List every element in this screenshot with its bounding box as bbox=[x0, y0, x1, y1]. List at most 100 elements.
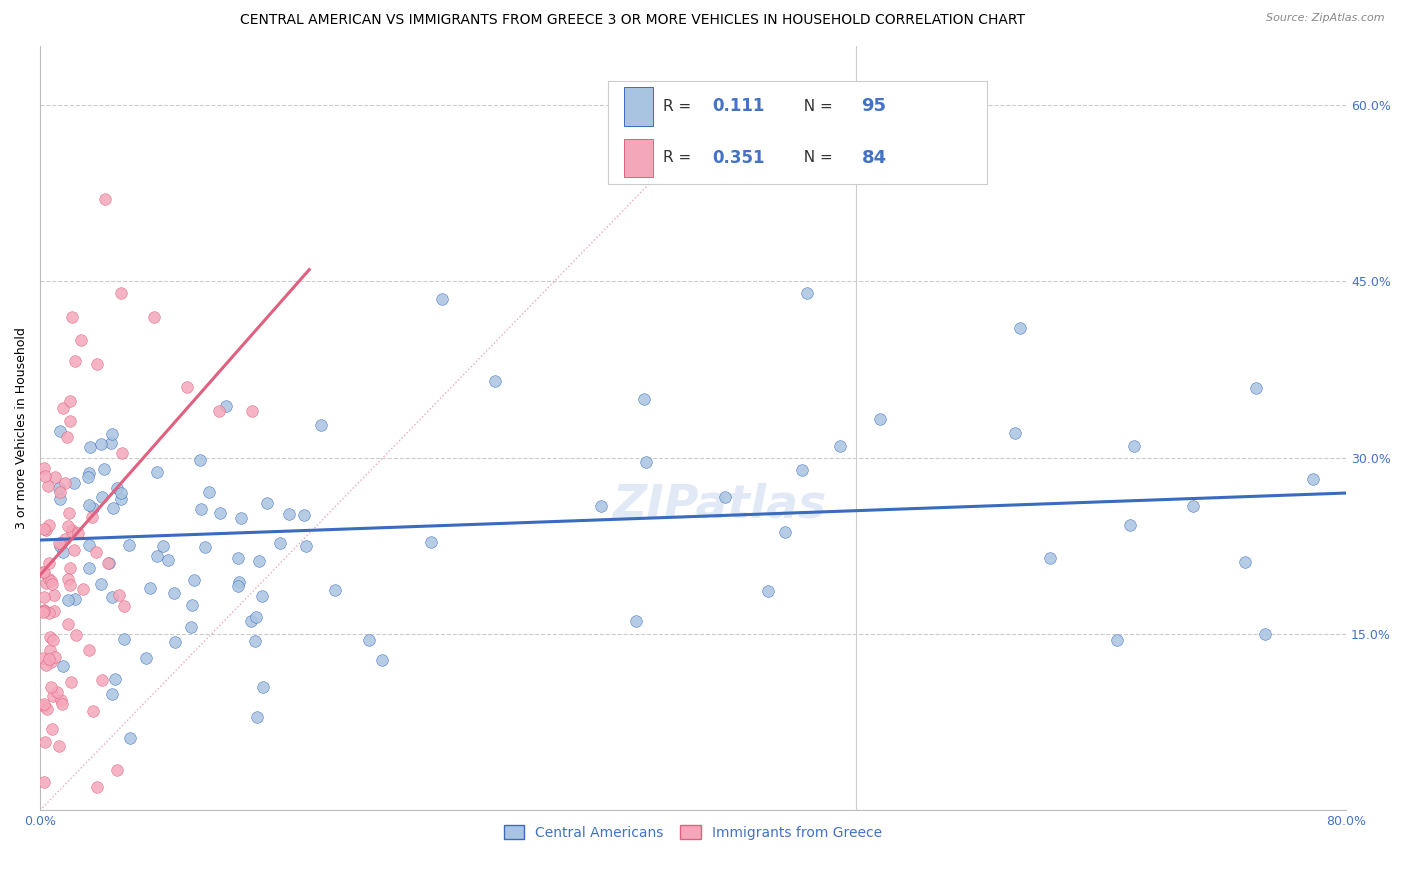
Point bbox=[228, 551, 250, 566]
Point bbox=[1004, 425, 1026, 440]
Point bbox=[53, 532, 76, 546]
Point bbox=[250, 589, 273, 603]
Bar bbox=[609, 80, 987, 184]
Point bbox=[135, 650, 157, 665]
Point bbox=[32, 565, 55, 579]
Point bbox=[38, 518, 60, 533]
Point bbox=[245, 610, 267, 624]
Text: N =: N = bbox=[793, 151, 837, 166]
Point bbox=[59, 578, 82, 592]
Point bbox=[77, 498, 100, 512]
Point bbox=[48, 739, 70, 754]
Point bbox=[252, 681, 274, 695]
Point bbox=[77, 561, 100, 575]
Point bbox=[228, 574, 250, 589]
Text: 84: 84 bbox=[862, 149, 887, 167]
Point bbox=[58, 572, 80, 586]
Point bbox=[1302, 472, 1324, 486]
Point bbox=[194, 540, 217, 554]
Point bbox=[60, 523, 83, 537]
Point bbox=[157, 553, 180, 567]
Text: 95: 95 bbox=[862, 97, 887, 115]
Legend: Central Americans, Immigrants from Greece: Central Americans, Immigrants from Greec… bbox=[498, 820, 889, 846]
Point bbox=[183, 573, 205, 587]
Point bbox=[58, 506, 80, 520]
Point bbox=[41, 576, 63, 591]
Point bbox=[51, 697, 73, 711]
Point bbox=[295, 539, 318, 553]
Point bbox=[35, 658, 58, 673]
Point bbox=[1182, 500, 1205, 514]
Point bbox=[60, 675, 83, 690]
Point bbox=[1246, 381, 1268, 395]
Point bbox=[430, 292, 453, 306]
Point bbox=[79, 440, 101, 454]
Point bbox=[52, 659, 75, 673]
Point bbox=[32, 603, 55, 617]
Point bbox=[229, 510, 252, 524]
Point bbox=[110, 486, 132, 500]
Point bbox=[146, 466, 169, 480]
Point bbox=[323, 582, 346, 597]
Point bbox=[39, 656, 62, 670]
Point bbox=[32, 698, 55, 712]
Point bbox=[198, 485, 221, 500]
Point bbox=[589, 500, 612, 514]
Point bbox=[176, 380, 198, 394]
Point bbox=[111, 446, 134, 460]
Point bbox=[240, 403, 263, 417]
Point bbox=[93, 461, 115, 475]
Point bbox=[165, 635, 187, 649]
Text: 0.111: 0.111 bbox=[713, 97, 765, 115]
Point bbox=[49, 485, 72, 500]
Point bbox=[44, 604, 66, 618]
Point bbox=[180, 620, 202, 634]
Point bbox=[32, 651, 55, 665]
Point bbox=[58, 593, 80, 607]
Point bbox=[46, 685, 69, 699]
Point bbox=[633, 392, 655, 406]
Point bbox=[48, 482, 70, 496]
Point bbox=[101, 687, 124, 701]
Point bbox=[90, 436, 112, 450]
Point bbox=[49, 536, 72, 550]
Point bbox=[146, 549, 169, 563]
Point bbox=[32, 461, 55, 475]
Point bbox=[32, 604, 55, 618]
Point bbox=[56, 518, 79, 533]
Point bbox=[208, 403, 231, 417]
Point bbox=[77, 470, 100, 484]
Point bbox=[38, 556, 60, 570]
Point bbox=[52, 401, 75, 416]
Point bbox=[138, 582, 160, 596]
Point bbox=[37, 479, 59, 493]
Point bbox=[86, 545, 108, 559]
Point bbox=[104, 673, 127, 687]
Point bbox=[91, 673, 114, 688]
Point bbox=[63, 476, 86, 491]
Point bbox=[90, 576, 112, 591]
Point bbox=[42, 588, 65, 602]
Point bbox=[110, 491, 132, 506]
Point bbox=[49, 424, 72, 438]
Point bbox=[65, 354, 87, 368]
Point bbox=[1039, 551, 1062, 566]
Point bbox=[34, 699, 56, 714]
Point bbox=[44, 650, 66, 665]
Point bbox=[39, 630, 62, 644]
Point bbox=[309, 417, 332, 432]
Point bbox=[110, 286, 132, 301]
Point bbox=[60, 525, 83, 540]
Point bbox=[112, 599, 135, 613]
Point bbox=[38, 572, 60, 586]
Point bbox=[1253, 627, 1275, 641]
Point bbox=[215, 399, 238, 413]
Point bbox=[32, 590, 55, 604]
Point bbox=[624, 615, 647, 629]
Text: Source: ZipAtlas.com: Source: ZipAtlas.com bbox=[1267, 13, 1385, 23]
Point bbox=[1233, 556, 1256, 570]
Point bbox=[34, 735, 56, 749]
Point bbox=[162, 586, 184, 600]
Point bbox=[97, 556, 120, 570]
Point bbox=[34, 775, 56, 789]
